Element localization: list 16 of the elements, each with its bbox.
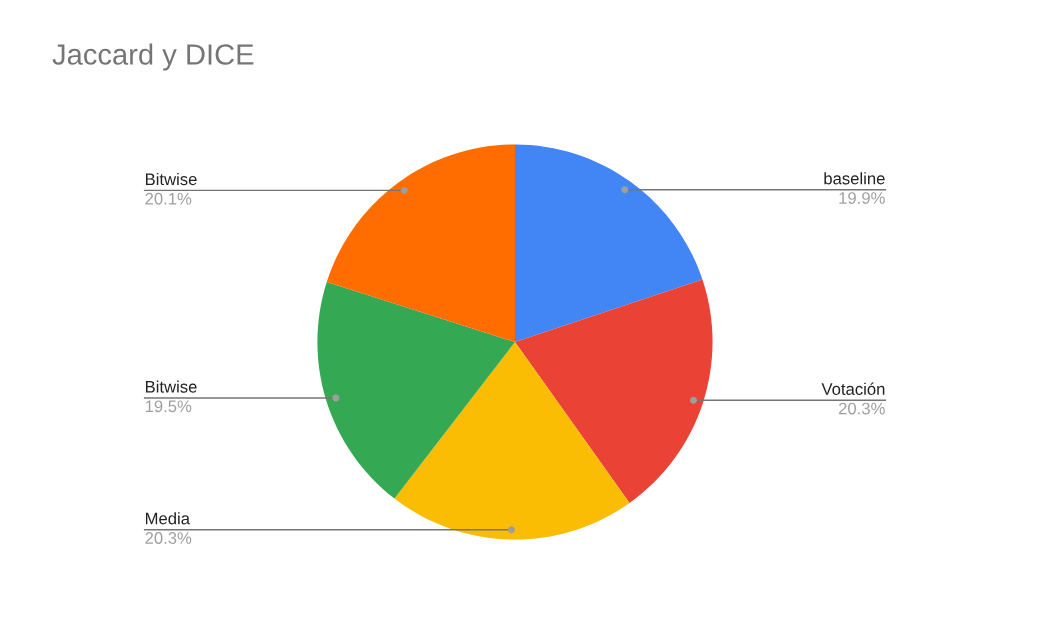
- slice-label: baseline: [824, 172, 885, 185]
- pie-slice: [317, 281, 515, 499]
- data-label: 20.3%: [838, 402, 885, 415]
- data-label: 19.5%: [145, 400, 192, 413]
- data-label: 20.3%: [145, 532, 192, 544]
- slice-label: Votación: [821, 382, 885, 395]
- pie-slice: [394, 342, 630, 540]
- slice-label: Media: [145, 512, 190, 525]
- pie-slice: [515, 144, 703, 342]
- data-label: 19.9%: [839, 192, 885, 204]
- slice-label: Bitwise: [145, 172, 197, 186]
- slice-label: Bitwise: [145, 380, 197, 393]
- data-label: 20.1%: [145, 192, 192, 205]
- chart-title: Jaccard y DICE: [52, 43, 254, 71]
- pie-slice: [326, 144, 515, 342]
- pie-slice: [515, 279, 713, 504]
